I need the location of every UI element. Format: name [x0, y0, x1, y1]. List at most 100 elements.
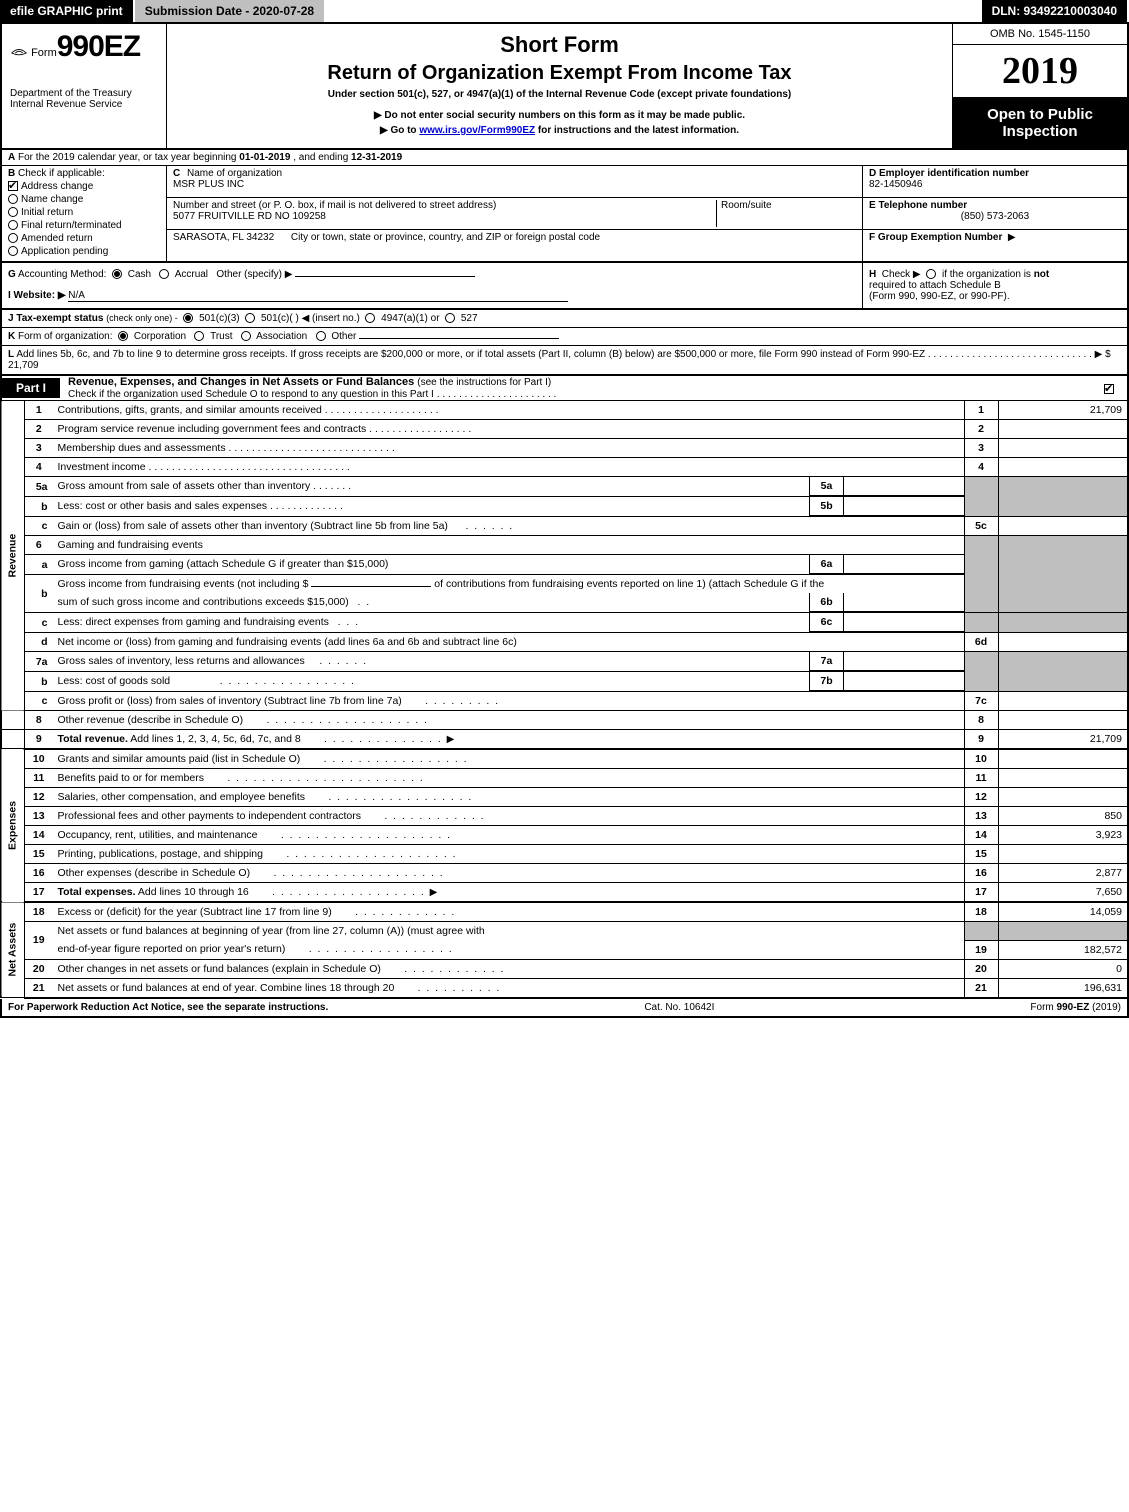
ln-7c: c	[25, 692, 53, 711]
desc-8: Other revenue (describe in Schedule O)	[58, 714, 244, 726]
radio-cash[interactable]	[112, 269, 122, 279]
desc-6: Gaming and fundraising events	[53, 536, 965, 555]
part-1-badge: Part I	[2, 378, 60, 398]
rn-16: 16	[964, 864, 998, 883]
table-row: b Less: cost of goods sold . . . . . . .…	[1, 672, 1128, 692]
shaded-7	[964, 652, 998, 692]
ln-12: 12	[25, 788, 53, 807]
ln-6a: a	[25, 555, 53, 575]
chk-pending: Application pending	[21, 246, 108, 257]
rn-20: 20	[964, 959, 998, 978]
table-row: 8 Other revenue (describe in Schedule O)…	[1, 711, 1128, 730]
shaded-6c	[964, 613, 998, 633]
checkbox-application-pending[interactable]	[8, 246, 18, 256]
line-a-end: 12-31-2019	[351, 152, 402, 163]
table-row: 17 Total expenses. Add lines 10 through …	[1, 883, 1128, 903]
in-6b: 6b	[810, 593, 844, 612]
val-21: 196,631	[998, 978, 1128, 998]
rn-17: 17	[964, 883, 998, 903]
omb-number: OMB No. 1545-1150	[953, 24, 1127, 45]
desc-3: Membership dues and assessments	[58, 442, 226, 454]
ln-7b: b	[25, 672, 53, 692]
desc-9b: Add lines 1, 2, 3, 4, 5c, 6d, 7c, and 8	[130, 733, 300, 745]
table-row: a Gross income from gaming (attach Sched…	[1, 555, 1128, 575]
form-number: 990EZ	[57, 30, 140, 63]
k-other-blank[interactable]	[359, 338, 559, 339]
side-label-revenue: Revenue	[1, 401, 25, 711]
radio-trust[interactable]	[194, 331, 204, 341]
box-def: D Employer identification number 82-1450…	[862, 166, 1127, 261]
efile-print-button[interactable]: efile GRAPHIC print	[0, 0, 135, 22]
footer-right: Form 990-EZ (2019)	[1030, 1002, 1121, 1013]
dln-label: DLN: 93492210003040	[982, 0, 1129, 22]
checkbox-amended[interactable]	[8, 233, 18, 243]
radio-accrual[interactable]	[159, 269, 169, 279]
d-label: D Employer identification number	[869, 168, 1029, 179]
g-other-blank[interactable]	[295, 276, 475, 277]
desc-19: Net assets or fund balances at beginning…	[58, 925, 485, 937]
form-footer: For Paperwork Reduction Act Notice, see …	[0, 999, 1129, 1018]
blank-6b[interactable]	[311, 586, 431, 587]
irs-link[interactable]: www.irs.gov/Form990EZ	[419, 125, 535, 136]
radio-association[interactable]	[241, 331, 251, 341]
table-row: 16 Other expenses (describe in Schedule …	[1, 864, 1128, 883]
checkbox-initial-return[interactable]	[8, 207, 18, 217]
radio-other-org[interactable]	[316, 331, 326, 341]
shaded-5v	[998, 477, 1128, 517]
shaded-5	[964, 477, 998, 517]
desc-13: Professional fees and other payments to …	[58, 810, 362, 822]
val-5c	[998, 517, 1128, 536]
desc-6b-pre: Gross income from fundraising events (no…	[58, 578, 312, 590]
shaded-7v	[998, 652, 1128, 692]
f-label: F Group Exemption Number	[869, 232, 1002, 243]
checkbox-address-change[interactable]	[8, 181, 18, 191]
k-other: Other	[331, 331, 356, 342]
rn-4: 4	[964, 458, 998, 477]
line-l: L Add lines 5b, 6c, and 7b to line 9 to …	[0, 346, 1129, 376]
block-ghi: G Accounting Method: Cash Accrual Other …	[0, 263, 1129, 310]
return-subtitle: Under section 501(c), 527, or 4947(a)(1)…	[179, 89, 940, 100]
f-arrow: ▶	[1008, 232, 1016, 243]
radio-501c3[interactable]	[183, 313, 193, 323]
line-a: A For the 2019 calendar year, or tax yea…	[0, 150, 1129, 165]
h-text1: Check ▶	[882, 269, 921, 280]
c-city: SARASOTA, FL 34232	[173, 232, 274, 243]
ln-2: 2	[25, 420, 53, 439]
radio-527[interactable]	[445, 313, 455, 323]
table-row: sum of such gross income and contributio…	[1, 593, 1128, 613]
chk-name: Name change	[21, 194, 83, 205]
h-not: not	[1034, 269, 1050, 280]
checkbox-part1-schedule-o[interactable]	[1104, 384, 1114, 394]
submission-date-button[interactable]: Submission Date - 2020-07-28	[135, 0, 326, 22]
desc-14: Occupancy, rent, utilities, and maintena…	[58, 829, 258, 841]
desc-17b: Add lines 10 through 16	[138, 886, 249, 898]
rn-12: 12	[964, 788, 998, 807]
table-row: 15 Printing, publications, postage, and …	[1, 845, 1128, 864]
rn-18: 18	[964, 902, 998, 922]
ghi-left: G Accounting Method: Cash Accrual Other …	[2, 263, 862, 308]
table-row: 11 Benefits paid to or for members . . .…	[1, 769, 1128, 788]
website-value: N/A	[68, 290, 568, 302]
table-row: 2 Program service revenue including gove…	[1, 420, 1128, 439]
arrow2-pre: ▶ Go to	[380, 125, 419, 136]
desc-4: Investment income	[58, 461, 146, 473]
k-prefix: K	[8, 331, 15, 342]
radio-corporation[interactable]	[118, 331, 128, 341]
in-5a: 5a	[810, 477, 844, 496]
in-7a: 7a	[810, 652, 844, 671]
desc-11: Benefits paid to or for members	[58, 772, 204, 784]
checkbox-name-change[interactable]	[8, 194, 18, 204]
radio-501c[interactable]	[245, 313, 255, 323]
footer-right-post: (2019)	[1089, 1002, 1121, 1013]
radio-4947[interactable]	[365, 313, 375, 323]
rn-13: 13	[964, 807, 998, 826]
footer-left: For Paperwork Reduction Act Notice, see …	[8, 1002, 328, 1013]
checkbox-final-return[interactable]	[8, 220, 18, 230]
j-suffix: (check only one) -	[106, 313, 178, 323]
box-c: C Name of organization MSR PLUS INC Numb…	[167, 166, 862, 261]
val-6d	[998, 633, 1128, 652]
ln-6: 6	[25, 536, 53, 555]
desc-5b: Less: cost or other basis and sales expe…	[58, 500, 268, 512]
h-text4: (Form 990, 990-EZ, or 990-PF).	[869, 291, 1010, 302]
checkbox-h[interactable]	[926, 269, 936, 279]
